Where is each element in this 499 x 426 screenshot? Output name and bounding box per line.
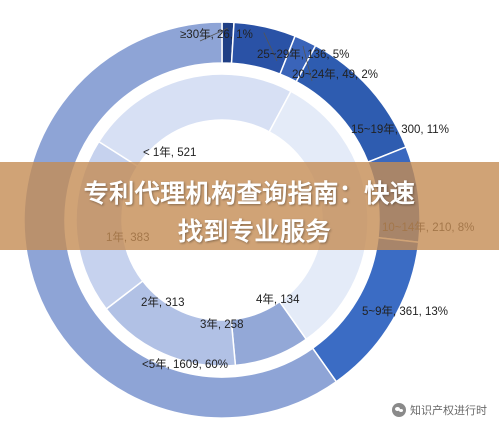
outer-label-5-9y: 5~9年, 361, 13%: [362, 304, 448, 318]
outer-label-20-24y: 20~24年, 49, 2%: [292, 67, 378, 81]
leader-line-ge30y: [199, 27, 228, 42]
leader-lines: [199, 27, 313, 82]
wechat-icon: [392, 403, 406, 417]
banner-title-line-1: 专利代理机构查询指南：快速: [83, 179, 416, 208]
leader-line-25-29y: [263, 32, 278, 62]
outer-label-lt5y: <5年, 1609, 60%: [142, 357, 228, 371]
watermark-text: 知识产权进行时: [410, 404, 487, 417]
outer-label-ge30y: ≥30年, 26, 1%: [180, 27, 253, 41]
inner-label-lt1y: < 1年, 521: [143, 145, 196, 159]
outer-label-15-19y: 15~19年, 300, 11%: [351, 122, 449, 136]
leader-line-20-24y: [302, 45, 313, 82]
watermark: 知识产权进行时: [392, 402, 487, 418]
outer-label-25-29y: 25~29年, 136, 5%: [257, 47, 349, 61]
outer-slice-lt5y: [23, 21, 338, 419]
inner-label-3y: 3年, 258: [200, 317, 243, 331]
title-banner: [0, 162, 499, 250]
inner-label-4y: 4年, 134: [256, 292, 300, 306]
banner-title-line-2: 找到专业服务: [177, 217, 331, 246]
inner-label-2y: 2年, 313: [141, 295, 184, 309]
